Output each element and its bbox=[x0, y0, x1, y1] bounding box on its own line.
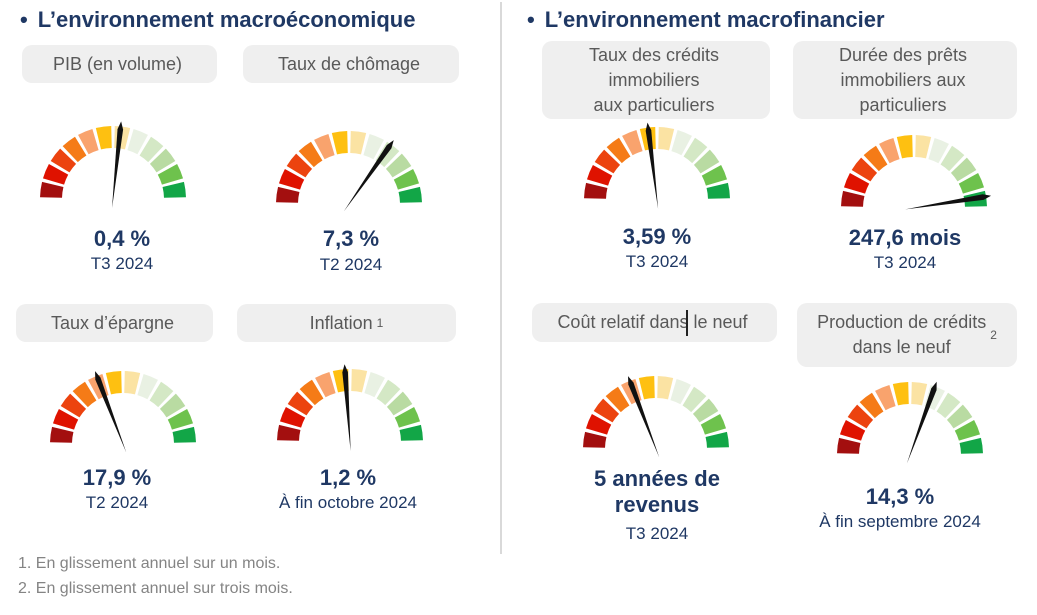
indicator-taux-epargne: Taux d’épargne 17,9 % T2 2024 bbox=[8, 300, 258, 562]
indicator-label: Durée des prêts immobiliers aux particul… bbox=[838, 44, 968, 115]
indicator-label-pill: PIB (en volume) bbox=[22, 45, 217, 83]
indicator-label-pill: Production de crédits dans le neuf 2 bbox=[797, 303, 1017, 367]
indicator-label-pill: Inflation 1 bbox=[237, 304, 456, 342]
gauge-value: 5 années de revenus bbox=[594, 466, 720, 517]
gauge-value: 247,6 mois bbox=[848, 225, 962, 250]
gauge-period: À fin septembre 2024 bbox=[819, 512, 981, 531]
footnote-1: 1. En glissement annuel sur un mois. bbox=[18, 555, 281, 572]
indicator-label: Taux de chômage bbox=[277, 53, 421, 74]
indicator-label: Taux des crédits immobiliers aux particu… bbox=[588, 44, 720, 115]
gauge-period: T3 2024 bbox=[625, 252, 689, 271]
gauge-chart-cout-relatif bbox=[571, 367, 741, 479]
section-title-text: L’environnement macroéconomique bbox=[37, 7, 416, 32]
gauge-value: 0,4 % bbox=[93, 226, 151, 251]
indicator-pib: PIB (en volume) 0,4 % T3 2024 bbox=[12, 40, 262, 302]
footnote-2: 2. En glissement annuel sur trois mois. bbox=[18, 580, 293, 597]
gauge-chart-inflation bbox=[265, 360, 435, 472]
gauge-value: 17,9 % bbox=[82, 465, 152, 490]
indicator-label-pill: Taux d’épargne bbox=[16, 304, 213, 342]
indicator-label-sup: 2 bbox=[990, 327, 997, 342]
indicator-label-pill: Coût relatif dans le neuf bbox=[532, 303, 777, 342]
indicator-label: PIB (en volume) bbox=[52, 53, 183, 74]
gauge-chart-taux-epargne bbox=[38, 362, 208, 474]
indicator-taux-credits-immobiliers: Taux des crédits immobiliers aux particu… bbox=[535, 36, 785, 298]
gauge-value: 1,2 % bbox=[319, 465, 377, 490]
indicator-label: Production de crédits dans le neuf bbox=[817, 312, 987, 357]
section-title-macrofinancier: • L’environnement macrofinancier bbox=[527, 7, 885, 33]
indicator-label: Inflation bbox=[309, 312, 373, 333]
gauge-chart-pib bbox=[28, 117, 198, 229]
bullet-icon: • bbox=[527, 7, 535, 32]
indicator-cout-relatif: Coût relatif dans le neuf 5 années de re… bbox=[528, 300, 778, 562]
column-divider bbox=[500, 2, 502, 554]
indicator-inflation: Inflation 1 1,2 % À fin octobre 2024 bbox=[234, 300, 484, 562]
gauge-value: 7,3 % bbox=[322, 226, 380, 251]
gauge-chart-duree-prets bbox=[829, 126, 999, 238]
indicator-label-pill: Taux des crédits immobiliers aux particu… bbox=[542, 41, 770, 119]
gauge-chart-taux-credits bbox=[572, 118, 742, 230]
bullet-icon: • bbox=[20, 7, 28, 32]
gauge-period: T2 2024 bbox=[319, 255, 383, 274]
indicator-label-sup: 1 bbox=[376, 315, 384, 330]
section-title-macroeconomique: • L’environnement macroéconomique bbox=[20, 7, 415, 33]
section-title-text: L’environnement macrofinancier bbox=[544, 7, 885, 32]
gauge-value: 3,59 % bbox=[622, 224, 692, 249]
indicator-production-credits: Production de crédits dans le neuf 2 14,3… bbox=[792, 300, 1037, 562]
indicator-label-pill: Taux de chômage bbox=[243, 45, 459, 83]
gauge-period: T3 2024 bbox=[90, 254, 154, 273]
gauge-period: T3 2024 bbox=[625, 524, 689, 543]
gauge-period: À fin octobre 2024 bbox=[279, 493, 417, 512]
text-cursor-artifact bbox=[686, 310, 688, 336]
gauge-chart-taux-chomage bbox=[264, 122, 434, 234]
indicator-label-pill: Durée des prêts immobiliers aux particul… bbox=[793, 41, 1017, 119]
indicator-label: Taux d’épargne bbox=[50, 312, 175, 333]
indicator-label: Coût relatif dans le neuf bbox=[557, 312, 748, 332]
indicator-taux-chomage: Taux de chômage 7,3 % T2 2024 bbox=[240, 40, 490, 302]
indicator-duree-prets: Durée des prêts immobiliers aux particul… bbox=[790, 36, 1037, 298]
gauge-chart-production-credits bbox=[825, 373, 995, 485]
gauge-period: T3 2024 bbox=[873, 253, 937, 272]
gauge-value: 14,3 % bbox=[865, 484, 935, 509]
gauge-period: T2 2024 bbox=[85, 493, 149, 512]
